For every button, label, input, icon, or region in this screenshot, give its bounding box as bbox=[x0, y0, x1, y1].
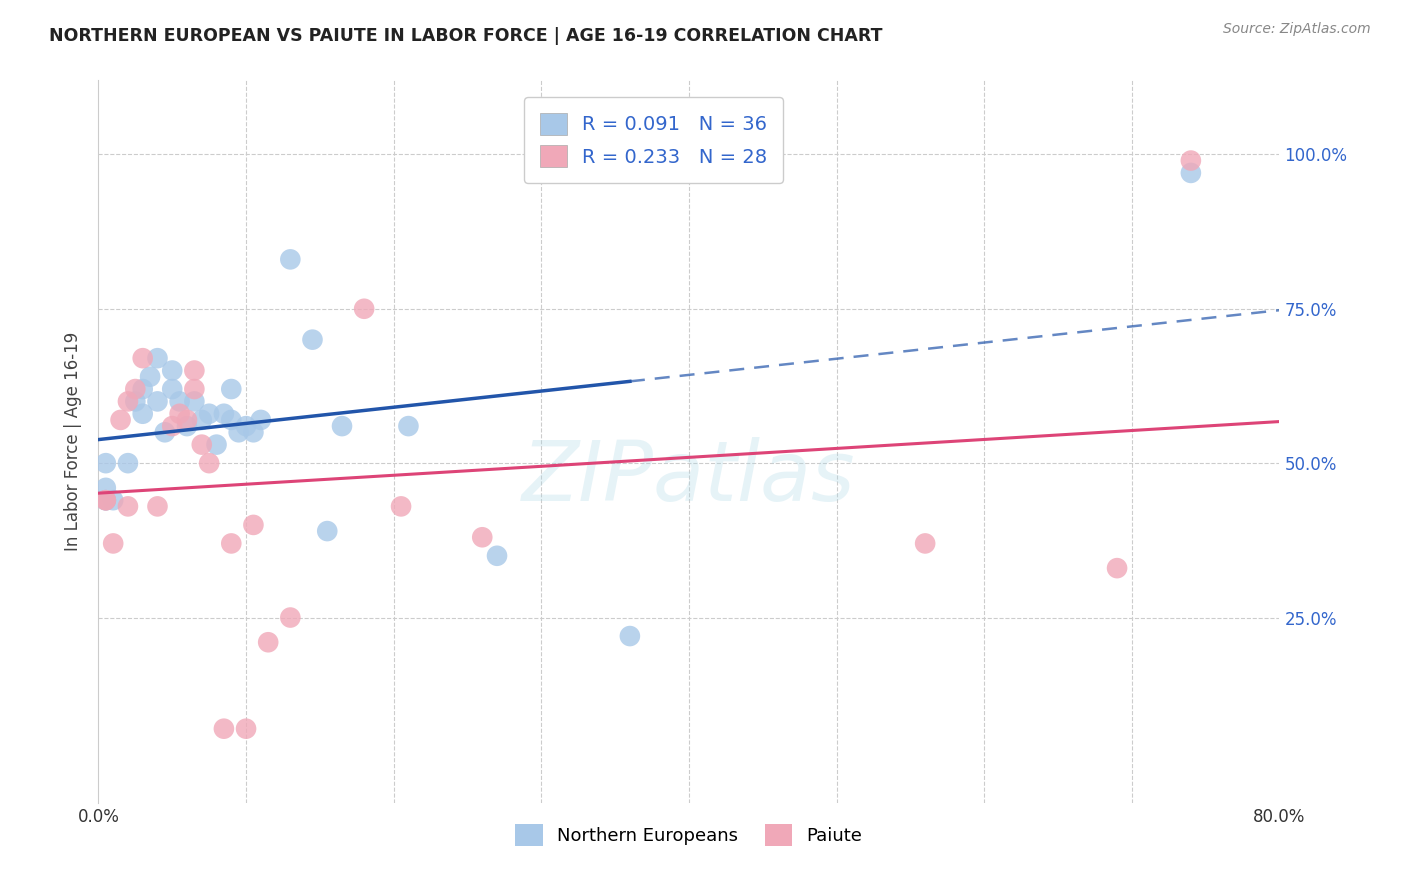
Point bbox=[191, 413, 214, 427]
Point bbox=[183, 394, 205, 409]
Point bbox=[94, 493, 117, 508]
Point bbox=[205, 437, 228, 451]
Point bbox=[198, 456, 221, 470]
Point bbox=[330, 419, 353, 434]
Text: ZIPatlas: ZIPatlas bbox=[522, 437, 856, 518]
Point bbox=[176, 413, 198, 427]
Point bbox=[398, 419, 420, 434]
Point bbox=[1180, 166, 1202, 180]
Point bbox=[353, 301, 375, 316]
Point bbox=[169, 407, 191, 421]
Point bbox=[242, 425, 264, 440]
Point bbox=[162, 382, 183, 396]
Point bbox=[146, 394, 169, 409]
Point bbox=[139, 369, 162, 384]
Point bbox=[221, 413, 243, 427]
Point bbox=[212, 407, 235, 421]
Point bbox=[94, 481, 117, 495]
Point bbox=[176, 419, 198, 434]
Point bbox=[153, 425, 176, 440]
Point bbox=[103, 536, 125, 550]
Point bbox=[316, 524, 339, 538]
Point bbox=[191, 437, 214, 451]
Y-axis label: In Labor Force | Age 16-19: In Labor Force | Age 16-19 bbox=[65, 332, 83, 551]
Point bbox=[242, 517, 264, 532]
Point bbox=[162, 363, 183, 377]
Point bbox=[1180, 153, 1202, 168]
Point bbox=[914, 536, 936, 550]
Point bbox=[619, 629, 641, 643]
Point bbox=[117, 456, 139, 470]
Point bbox=[1107, 561, 1129, 575]
Point bbox=[124, 382, 146, 396]
Point bbox=[132, 382, 155, 396]
Point bbox=[183, 363, 205, 377]
Point bbox=[146, 351, 169, 366]
Point bbox=[280, 252, 302, 267]
Text: Source: ZipAtlas.com: Source: ZipAtlas.com bbox=[1223, 22, 1371, 37]
Point bbox=[103, 493, 125, 508]
Legend: Northern Europeans, Paiute: Northern Europeans, Paiute bbox=[503, 812, 875, 859]
Point bbox=[183, 382, 205, 396]
Point bbox=[235, 722, 257, 736]
Point bbox=[235, 419, 257, 434]
Point bbox=[221, 536, 243, 550]
Point bbox=[221, 382, 243, 396]
Point bbox=[280, 610, 302, 624]
Point bbox=[132, 351, 155, 366]
Point bbox=[117, 500, 139, 514]
Point bbox=[471, 530, 494, 544]
Point bbox=[94, 456, 117, 470]
Point bbox=[212, 722, 235, 736]
Point bbox=[389, 500, 412, 514]
Point bbox=[250, 413, 273, 427]
Point bbox=[132, 407, 155, 421]
Text: NORTHERN EUROPEAN VS PAIUTE IN LABOR FORCE | AGE 16-19 CORRELATION CHART: NORTHERN EUROPEAN VS PAIUTE IN LABOR FOR… bbox=[49, 27, 883, 45]
Point bbox=[94, 493, 117, 508]
Point bbox=[94, 493, 117, 508]
Point bbox=[94, 493, 117, 508]
Point bbox=[257, 635, 280, 649]
Point bbox=[124, 394, 146, 409]
Point bbox=[228, 425, 250, 440]
Point bbox=[301, 333, 323, 347]
Point bbox=[169, 394, 191, 409]
Point bbox=[117, 394, 139, 409]
Point bbox=[110, 413, 132, 427]
Point bbox=[146, 500, 169, 514]
Point bbox=[162, 419, 183, 434]
Point bbox=[198, 407, 221, 421]
Point bbox=[486, 549, 509, 563]
